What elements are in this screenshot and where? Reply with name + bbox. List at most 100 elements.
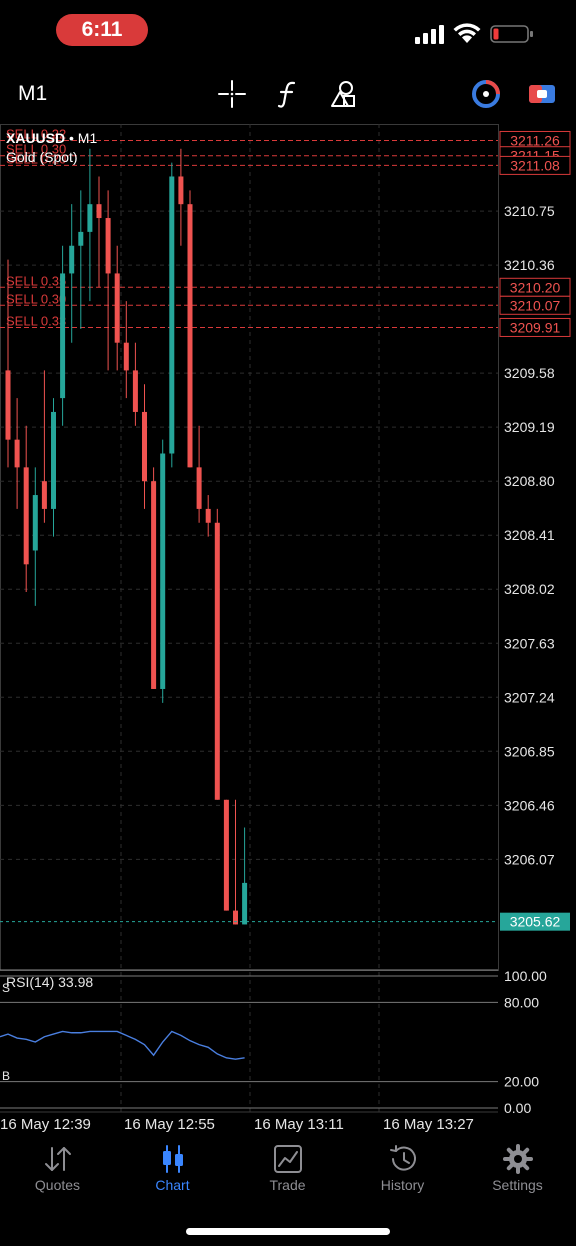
symbol-description: Gold (Spot) (6, 149, 78, 165)
candle-body (23, 467, 29, 565)
candle-body (233, 910, 238, 925)
candle-body (105, 218, 111, 274)
candle-body (223, 799, 229, 911)
price-tick-label: 3208.02 (504, 581, 555, 597)
order-price-label: 3210.07 (510, 297, 561, 313)
one-click-trading-icon[interactable] (526, 78, 558, 110)
rsi-tick-label: 0.00 (504, 1100, 531, 1116)
symbol-label: XAUUSD • M1 (6, 130, 97, 146)
candle-body (132, 370, 138, 412)
tab-quotes[interactable]: Quotes (0, 1144, 115, 1204)
candle-body (69, 245, 75, 274)
order-line-label: SELL 0.33 (6, 313, 66, 328)
rsi-line (0, 1030, 245, 1060)
bid-price-label: 3205.62 (510, 914, 561, 930)
price-tick-label: 3207.63 (504, 635, 555, 651)
candle-body (151, 481, 157, 689)
price-tick-label: 3210.36 (504, 257, 555, 273)
price-tick-label: 3207.24 (504, 689, 555, 705)
crosshair-icon[interactable] (216, 78, 248, 110)
candlestick-chart-icon (162, 1145, 183, 1173)
order-line-label: SELL 0.22 (6, 126, 66, 141)
candle-body (187, 204, 193, 468)
price-tick-label: 3206.07 (504, 851, 555, 867)
price-tick-label: 3208.80 (504, 473, 555, 489)
trade-chart-icon (273, 1145, 302, 1173)
price-chart[interactable]: 3210.75 3210.36 3209.58 3209.19 3208.80 3208.… (0, 124, 576, 1138)
price-tick-label: 3208.41 (504, 527, 555, 543)
candle-body (160, 453, 166, 689)
candle-body (32, 495, 38, 551)
candle-body (123, 342, 129, 371)
wifi-icon (453, 23, 481, 43)
candle-body (196, 467, 202, 509)
chart-area[interactable]: 3210.75 3210.36 3209.58 3209.19 3208.80 3208.… (0, 124, 576, 1138)
candle-body (178, 176, 184, 205)
indicators-icon[interactable] (272, 78, 304, 110)
gear-icon (502, 1144, 533, 1174)
order-price-label: 3210.20 (510, 279, 561, 295)
status-bar: 6:11 (0, 0, 576, 62)
candle-body (51, 411, 56, 509)
time-tick-label: 16 May 12:55 (124, 1116, 215, 1133)
symbol: XAUUSD (6, 130, 66, 146)
order-line-label: SELL 0.20 (6, 151, 66, 166)
chart-toolbar: M1 (0, 62, 576, 124)
candle-body (14, 439, 20, 468)
symbol-timeframe: • M1 (65, 130, 98, 146)
candle-body (41, 481, 47, 509)
tab-settings[interactable]: Settings (460, 1144, 575, 1204)
rsi-tick-label: 20.00 (504, 1074, 539, 1090)
tab-settings-label: Settings (492, 1177, 543, 1193)
tab-history[interactable]: History (345, 1144, 460, 1204)
time-tick-label: 16 May 12:39 (0, 1116, 91, 1133)
order-line-label: SELL 0.30 (6, 142, 66, 157)
time-tick-label: 16 May 13:11 (254, 1116, 344, 1133)
main-pane-border (0, 124, 499, 971)
order-line-label: SELL 0.30 (6, 291, 66, 306)
rsi-side-b-label: B (2, 1069, 10, 1083)
candle-body (5, 370, 11, 440)
order-line-label: SELL 0.35 (6, 273, 66, 288)
rsi-side-s-label: S (2, 981, 10, 995)
order-price-box (499, 317, 571, 337)
signal-icon (415, 25, 444, 44)
account-icon[interactable] (470, 78, 502, 110)
tab-chart[interactable]: Chart (115, 1144, 230, 1204)
candle-body (87, 204, 93, 232)
quotes-arrows-icon (44, 1147, 71, 1171)
battery-low-icon (490, 25, 533, 43)
candle-body (142, 411, 147, 482)
candle-body (78, 231, 84, 246)
rsi-tick-label: 100.00 (504, 968, 547, 984)
candle-body (214, 522, 220, 800)
candle-body (60, 273, 66, 399)
rsi-label: RSI(14) 33.98 (6, 974, 94, 990)
order-price-label: 3211.26 (510, 132, 560, 148)
order-price-box (499, 155, 571, 175)
rsi-tick-label: 80.00 (504, 994, 539, 1010)
tab-trade-label: Trade (269, 1177, 306, 1193)
price-tick-label: 3209.19 (504, 419, 555, 435)
order-price-label: 3209.91 (510, 319, 561, 335)
timeframe-button[interactable]: M1 (18, 82, 48, 105)
order-price-box (499, 295, 571, 315)
candle-body (205, 508, 211, 523)
tab-quotes-label: Quotes (34, 1177, 81, 1193)
tab-history-label: History (380, 1177, 425, 1193)
time-tick-label: 16 May 13:27 (383, 1116, 474, 1133)
price-tick-label: 3206.85 (504, 743, 555, 759)
candle-body (169, 176, 175, 454)
history-clock-icon (389, 1145, 416, 1171)
candle-body (242, 882, 248, 925)
tab-trade[interactable]: Trade (230, 1144, 345, 1204)
home-indicator (186, 1228, 390, 1235)
order-price-label: 3211.08 (510, 157, 560, 173)
status-time: 6:11 (56, 14, 148, 46)
bid-price-box (500, 912, 570, 931)
candle-body (114, 273, 120, 343)
price-tick-label: 3206.46 (504, 797, 555, 813)
price-tick-label: 3210.75 (504, 203, 555, 219)
tab-chart-label: Chart (155, 1177, 190, 1193)
objects-icon[interactable] (328, 78, 360, 110)
